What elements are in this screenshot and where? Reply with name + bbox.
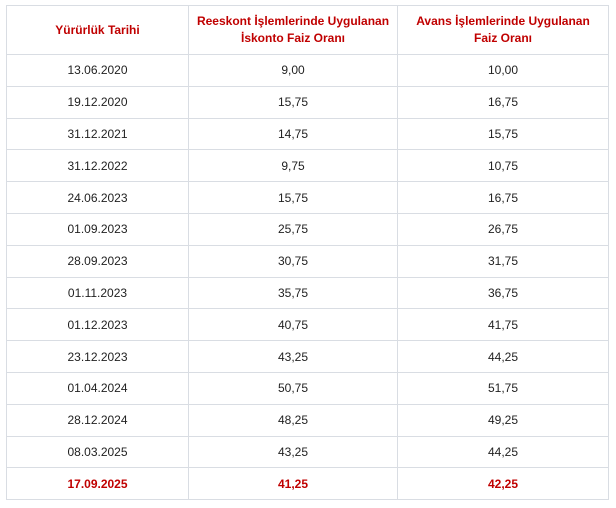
column-header: Yürürlük Tarihi: [6, 5, 189, 55]
rate-cell: 15,75: [188, 181, 398, 214]
table-header: Yürürlük Tarihi Reeskont İşlemlerinde Uyg…: [6, 5, 609, 55]
date-cell: 01.12.2023: [6, 308, 189, 342]
table-row: 31.12.2022 9,75 10,75: [6, 149, 609, 183]
rate-cell: 41,25: [188, 467, 398, 501]
date-cell: 13.06.2020: [6, 54, 189, 87]
rate-cell: 25,75: [188, 212, 398, 246]
rate-cell: 44,25: [397, 340, 609, 373]
date-cell: 31.12.2021: [6, 117, 189, 151]
table-row: 17.09.2025 41,25 42,25: [6, 467, 609, 501]
rate-table: Yürürlük Tarihi Reeskont İşlemlerinde Uyg…: [6, 5, 609, 501]
date-cell: 19.12.2020: [6, 85, 189, 119]
table-row: 19.12.2020 15,75 16,75: [6, 85, 609, 119]
rate-cell: 30,75: [188, 244, 398, 278]
rate-cell: 44,25: [397, 435, 609, 469]
rate-cell: 42,25: [397, 467, 609, 501]
rate-cell: 50,75: [188, 371, 398, 405]
table-row: 28.09.2023 30,75 31,75: [6, 244, 609, 278]
rate-cell: 43,25: [188, 340, 398, 373]
table-row: 01.09.2023 25,75 26,75: [6, 212, 609, 246]
date-cell: 24.06.2023: [6, 181, 189, 214]
table-row: 01.12.2023 40,75 41,75: [6, 308, 609, 342]
rate-cell: 14,75: [188, 117, 398, 151]
table-row: 24.06.2023 15,75 16,75: [6, 181, 609, 214]
date-cell: 01.04.2024: [6, 371, 189, 405]
column-header: Reeskont İşlemlerinde Uygulanan İskonto …: [188, 5, 398, 55]
date-cell: 01.11.2023: [6, 276, 189, 310]
rate-cell: 16,75: [397, 181, 609, 214]
date-cell: 31.12.2022: [6, 149, 189, 183]
rate-cell: 40,75: [188, 308, 398, 342]
rate-cell: 9,00: [188, 54, 398, 87]
rate-cell: 10,00: [397, 54, 609, 87]
table-row: 13.06.2020 9,00 10,00: [6, 54, 609, 87]
table-row: 01.04.2024 50,75 51,75: [6, 371, 609, 405]
rate-cell: 15,75: [188, 85, 398, 119]
date-cell: 28.09.2023: [6, 244, 189, 278]
table-row: 08.03.2025 43,25 44,25: [6, 435, 609, 469]
rate-cell: 31,75: [397, 244, 609, 278]
rate-cell: 10,75: [397, 149, 609, 183]
table-row: 31.12.2021 14,75 15,75: [6, 117, 609, 151]
table-row: 28.12.2024 48,25 49,25: [6, 403, 609, 437]
rate-cell: 35,75: [188, 276, 398, 310]
date-cell: 17.09.2025: [6, 467, 189, 501]
rate-cell: 26,75: [397, 212, 609, 246]
rate-cell: 48,25: [188, 403, 398, 437]
date-cell: 08.03.2025: [6, 435, 189, 469]
rate-cell: 51,75: [397, 371, 609, 405]
rate-cell: 36,75: [397, 276, 609, 310]
rate-cell: 16,75: [397, 85, 609, 119]
table-row: 23.12.2023 43,25 44,25: [6, 340, 609, 373]
date-cell: 28.12.2024: [6, 403, 189, 437]
date-cell: 23.12.2023: [6, 340, 189, 373]
rate-cell: 9,75: [188, 149, 398, 183]
table-body: 13.06.2020 9,00 10,00 19.12.2020 15,75 16,75 3…: [6, 54, 609, 501]
rate-cell: 49,25: [397, 403, 609, 437]
date-cell: 01.09.2023: [6, 212, 189, 246]
column-header: Avans İşlemlerinde Uygulanan Faiz Oranı: [397, 5, 609, 55]
header-row: Yürürlük Tarihi Reeskont İşlemlerinde Uyg…: [6, 5, 609, 55]
rate-cell: 43,25: [188, 435, 398, 469]
rate-cell: 41,75: [397, 308, 609, 342]
rate-cell: 15,75: [397, 117, 609, 151]
table-row: 01.11.2023 35,75 36,75: [6, 276, 609, 310]
